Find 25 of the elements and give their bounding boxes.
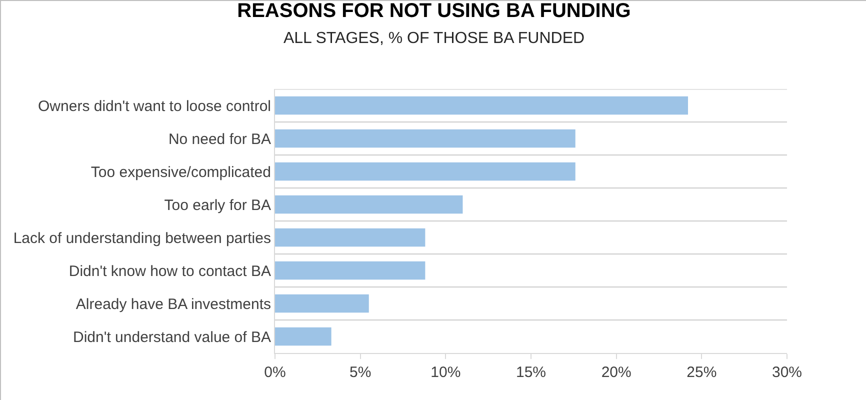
x-tick-label: 5%: [349, 364, 372, 381]
y-tick-label: Already have BA investments: [76, 296, 271, 313]
bar: [275, 228, 426, 247]
y-tick-label: Lack of understanding between parties: [13, 230, 271, 247]
x-tick-label: 15%: [516, 364, 546, 381]
bar: [275, 327, 332, 346]
bar: [275, 195, 463, 214]
x-tick-label: 25%: [686, 364, 717, 381]
bar: [275, 129, 576, 148]
y-tick-label: Didn't know how to contact BA: [68, 262, 271, 280]
y-tick-label: No need for BA: [168, 130, 271, 148]
bar: [275, 162, 576, 181]
y-tick-label: Owners didn't want to loose control: [38, 98, 271, 115]
bar: [275, 96, 688, 115]
bar: [275, 261, 426, 280]
y-tick-label: Too expensive/complicated: [90, 164, 271, 181]
y-tick-label: Too early for BA: [164, 196, 271, 214]
x-tick-label: 30%: [772, 364, 802, 381]
chart-title: REASONS FOR NOT USING BA FUNDING: [237, 0, 631, 22]
chart-subtitle: ALL STAGES, % OF THOSE BA FUNDED: [283, 30, 585, 47]
bar: [275, 294, 369, 313]
y-tick-label: Didn't understand value of BA: [73, 328, 271, 346]
x-tick-label: 0%: [264, 364, 286, 381]
x-tick-label: 20%: [601, 364, 632, 381]
x-tick-label: 10%: [430, 364, 461, 381]
